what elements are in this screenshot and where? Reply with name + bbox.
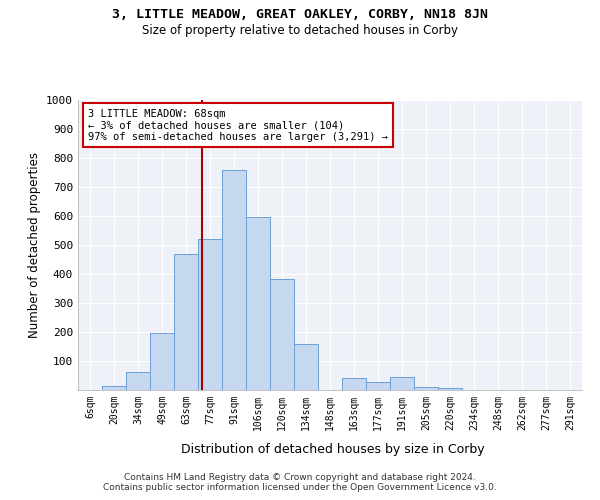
- Bar: [390, 377, 414, 390]
- Bar: [366, 382, 390, 390]
- Bar: [342, 378, 366, 390]
- Bar: [174, 254, 198, 390]
- Bar: [294, 344, 318, 390]
- Text: Contains public sector information licensed under the Open Government Licence v3: Contains public sector information licen…: [103, 484, 497, 492]
- Bar: [198, 239, 222, 390]
- Bar: [102, 386, 126, 390]
- Bar: [270, 279, 294, 390]
- Bar: [222, 170, 246, 390]
- Bar: [438, 388, 462, 390]
- Text: 3, LITTLE MEADOW, GREAT OAKLEY, CORBY, NN18 8JN: 3, LITTLE MEADOW, GREAT OAKLEY, CORBY, N…: [112, 8, 488, 20]
- Bar: [150, 332, 174, 390]
- Text: Distribution of detached houses by size in Corby: Distribution of detached houses by size …: [181, 442, 485, 456]
- Text: 3 LITTLE MEADOW: 68sqm
← 3% of detached houses are smaller (104)
97% of semi-det: 3 LITTLE MEADOW: 68sqm ← 3% of detached …: [88, 108, 388, 142]
- Text: Contains HM Land Registry data © Crown copyright and database right 2024.: Contains HM Land Registry data © Crown c…: [124, 472, 476, 482]
- Bar: [246, 217, 270, 390]
- Text: Size of property relative to detached houses in Corby: Size of property relative to detached ho…: [142, 24, 458, 37]
- Y-axis label: Number of detached properties: Number of detached properties: [28, 152, 41, 338]
- Bar: [126, 372, 150, 390]
- Bar: [414, 387, 438, 390]
